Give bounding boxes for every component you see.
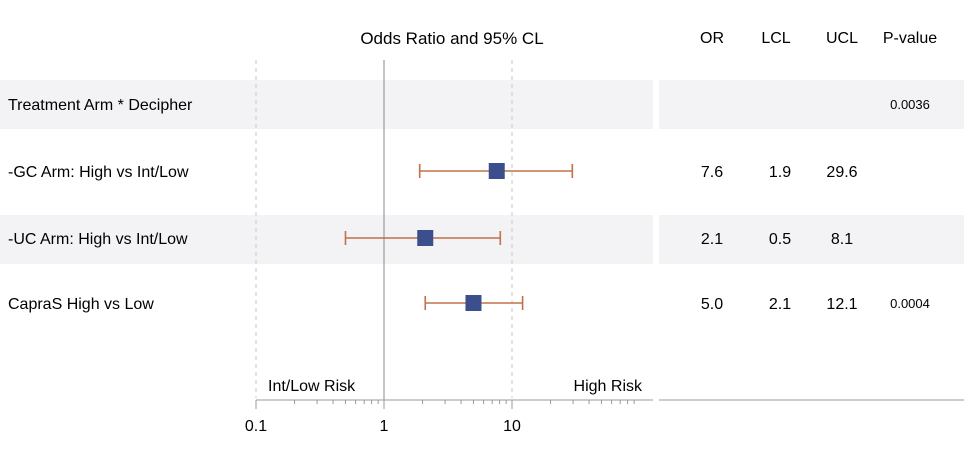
row-p-value-0: 0.0036 xyxy=(890,97,930,112)
row-ucl-2: 8.1 xyxy=(831,231,853,248)
row-band-left-0 xyxy=(0,80,653,129)
row-lcl-1: 1.9 xyxy=(769,164,791,181)
row-label-1: -GC Arm: High vs Int/Low xyxy=(8,164,189,181)
left-annotation: Int/Low Risk xyxy=(268,378,356,395)
row-band-right-0 xyxy=(659,80,964,129)
x-tick-label-2: 10 xyxy=(503,418,521,435)
column-header-p-value: P-value xyxy=(883,30,937,47)
row-label-2: -UC Arm: High vs Int/Low xyxy=(8,231,188,248)
right-annotation: High Risk xyxy=(574,378,643,395)
row-band-right-2 xyxy=(659,215,964,264)
row-bands xyxy=(0,80,964,264)
x-tick-label-0: 0.1 xyxy=(245,418,267,435)
column-header-lcl: LCL xyxy=(761,30,790,47)
row-or-3: 5.0 xyxy=(701,296,723,313)
row-lcl-2: 0.5 xyxy=(769,231,791,248)
or-point-3 xyxy=(465,295,482,311)
row-or-2: 2.1 xyxy=(701,231,723,248)
row-label-0: Treatment Arm * Decipher xyxy=(8,97,193,114)
row-ucl-1: 29.6 xyxy=(826,164,857,181)
row-p-value-3: 0.0004 xyxy=(890,296,930,311)
row-band-left-2 xyxy=(0,215,653,264)
rows: Treatment Arm * Decipher 0.0036 -GC Arm:… xyxy=(8,97,930,313)
major-ticks xyxy=(255,400,513,409)
row-or-1: 7.6 xyxy=(701,164,723,181)
row-label-3: CapraS High vs Low xyxy=(8,296,154,313)
x-tick-label-1: 1 xyxy=(380,418,389,435)
ci-markers xyxy=(344,163,574,311)
column-header-or: OR xyxy=(700,30,724,47)
row-ucl-3: 12.1 xyxy=(826,296,857,313)
or-point-2 xyxy=(417,230,434,246)
column-header-ucl: UCL xyxy=(826,30,858,47)
row-lcl-3: 2.1 xyxy=(769,296,791,313)
minor-ticks xyxy=(294,400,635,404)
chart-title: Odds Ratio and 95% CL xyxy=(360,29,543,48)
or-point-1 xyxy=(488,163,505,179)
